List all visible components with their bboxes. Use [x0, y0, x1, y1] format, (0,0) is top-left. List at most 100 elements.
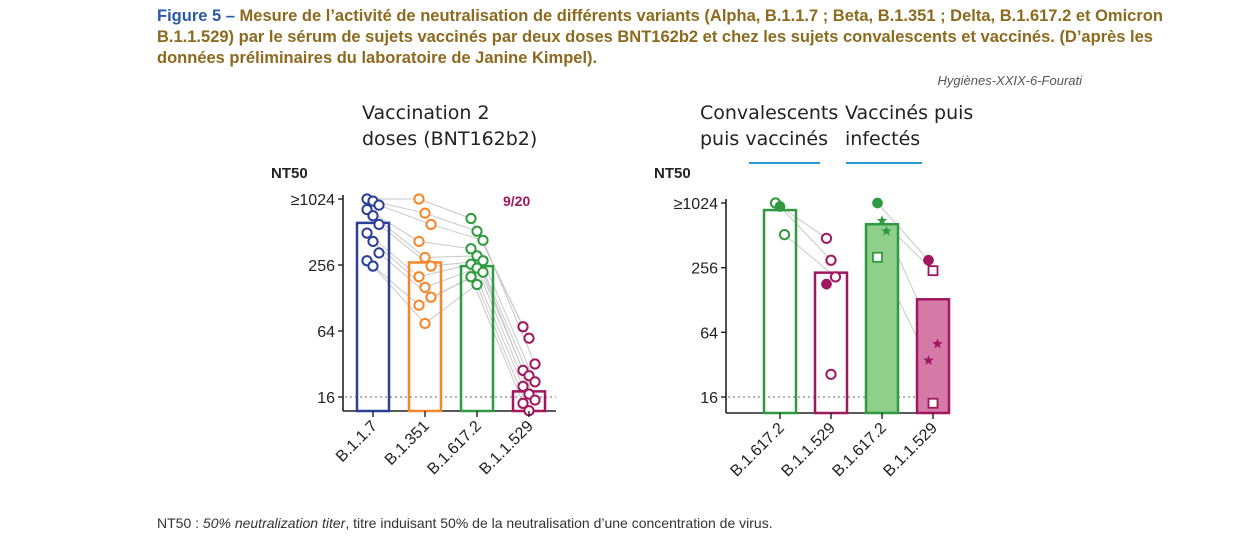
data-point: [471, 225, 483, 237]
data-point: [465, 243, 477, 255]
x-tick-label: B.1.1.529: [778, 420, 839, 481]
bar-B.1.1.529: [813, 271, 849, 415]
y-tick-label: 256: [691, 261, 718, 278]
pairing-line: [779, 206, 832, 261]
credit-text: Hygiènes-XXIX-6-Fourati: [937, 73, 1083, 88]
data-point: [413, 271, 425, 283]
x-tick-label: B.1.617.2: [424, 418, 485, 479]
footnote-suffix: , titre induisant 50% de la neutralisati…: [345, 515, 773, 531]
data-point: [367, 260, 379, 272]
data-point: [825, 368, 837, 380]
group-label-line: Convalescents: [700, 102, 838, 124]
data-point: [517, 321, 529, 333]
data-point: [529, 376, 541, 388]
data-point: [419, 251, 431, 264]
data-point: [825, 254, 837, 266]
data-point: [927, 397, 939, 409]
chart-title-line: Vaccination 2: [362, 102, 490, 124]
figure-label: Figure 5 –: [157, 7, 235, 25]
x-tick-label: B.1.1.529: [880, 420, 941, 481]
pairing-line: [424, 284, 478, 324]
data-point: [517, 380, 529, 392]
pairing-line: [430, 223, 484, 241]
group-label-line: infectés: [845, 128, 920, 150]
data-point: [529, 358, 541, 370]
data-point: [477, 234, 489, 246]
x-tick-label: B.1.1.7: [333, 418, 381, 466]
data-point: [373, 199, 385, 211]
data-point: [477, 266, 489, 278]
y-tick-label: ≥1024: [291, 192, 335, 209]
y-tick-label: 256: [308, 258, 335, 275]
y-tick-label: 64: [700, 325, 718, 342]
group-label-line: puis vaccinés: [700, 128, 828, 150]
data-point: [373, 247, 385, 259]
footnote-prefix: NT50 :: [157, 515, 203, 531]
pairing-line: [418, 240, 472, 250]
caption-text: Mesure de l’activité de neutralisation d…: [157, 7, 1163, 67]
y-axis-label: NT50: [271, 165, 308, 182]
data-point: [778, 229, 791, 241]
data-point: [881, 225, 892, 236]
data-point: [876, 215, 888, 226]
data-point: [523, 332, 535, 344]
chart-annotation: 9/20: [503, 193, 530, 209]
pairing-line: [470, 276, 524, 404]
footnote: NT50 : 50% neutralization titer, titre i…: [157, 515, 773, 531]
x-tick-label: B.1.1.529: [476, 418, 537, 479]
pairing-line: [424, 212, 478, 232]
data-point: [927, 265, 939, 277]
pairing-line: [378, 204, 432, 225]
pairing-line: [418, 198, 472, 219]
data-point: [413, 299, 425, 311]
x-tick-label: B.1.351: [382, 418, 433, 469]
pairing-line: [784, 234, 836, 278]
data-point: [932, 338, 943, 349]
figure-caption: Figure 5 – Mesure de l’activité de neutr…: [157, 6, 1167, 69]
pairing-line: [424, 255, 478, 258]
data-point: [419, 281, 431, 293]
data-point: [425, 291, 437, 303]
data-point: [367, 235, 379, 248]
data-point: [477, 255, 489, 267]
data-point: [413, 193, 425, 205]
y-axis-label: NT50: [654, 165, 691, 182]
data-point: [425, 260, 437, 272]
data-point: [820, 232, 833, 244]
y-tick-label: 16: [317, 390, 335, 407]
data-point: [361, 227, 373, 239]
data-point: [774, 201, 786, 212]
data-point: [872, 197, 883, 209]
y-tick-label: 64: [317, 324, 335, 341]
y-tick-label: ≥1024: [674, 196, 718, 213]
data-point: [923, 355, 934, 365]
data-point: [529, 394, 541, 406]
data-point: [367, 210, 379, 222]
pairing-line: [476, 231, 530, 339]
x-tick-label: B.1.617.2: [727, 420, 788, 481]
data-point: [872, 251, 883, 263]
data-point: [821, 278, 832, 290]
x-tick-label: B.1.617.2: [829, 420, 890, 481]
pairing-line: [482, 240, 536, 365]
data-point: [465, 212, 477, 225]
data-point: [419, 207, 431, 219]
data-point: [923, 254, 934, 266]
footnote-italic: 50% neutralization titer: [202, 515, 346, 531]
data-point: [373, 218, 385, 231]
data-point: [465, 271, 477, 283]
group-label-line: Vaccinés puis: [845, 102, 973, 124]
data-point: [419, 317, 431, 330]
data-point: [425, 218, 437, 231]
pairing-line: [424, 267, 478, 288]
data-point: [517, 397, 529, 409]
y-tick-label: 16: [700, 390, 718, 407]
pairing-line: [877, 202, 929, 261]
pairing-line: [372, 265, 426, 324]
data-point: [829, 271, 842, 283]
chart-title-line: doses (BNT162b2): [362, 128, 537, 150]
data-point: [413, 235, 425, 248]
data-point: [471, 278, 483, 291]
bar-B.1.1.529: [915, 298, 951, 415]
